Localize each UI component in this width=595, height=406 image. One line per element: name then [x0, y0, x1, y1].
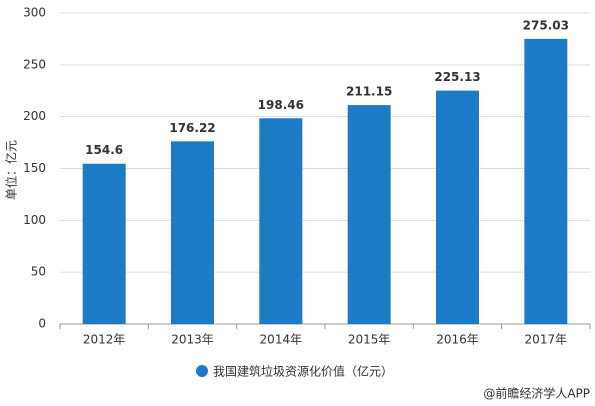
value-label: 198.46: [258, 98, 304, 112]
y-tick-label: 200: [23, 109, 46, 123]
y-axis-label: 单位：亿元: [4, 140, 19, 200]
y-tick-label: 250: [23, 57, 46, 71]
x-tick-label: 2017年: [525, 333, 568, 347]
legend-marker: [196, 365, 208, 377]
value-label: 176.22: [169, 121, 215, 135]
bar: [436, 90, 479, 324]
bar: [524, 38, 568, 325]
y-tick-label: 100: [23, 213, 46, 227]
bar: [82, 163, 126, 324]
x-tick-label: 2014年: [260, 333, 303, 347]
y-tick-label: 50: [31, 265, 46, 279]
x-tick-label: 2013年: [171, 333, 214, 347]
value-label: 225.13: [434, 70, 480, 84]
x-tick-label: 2012年: [83, 333, 126, 347]
legend-label: 我国建筑垃圾资源化价值（亿元）: [213, 364, 393, 379]
y-tick-label: 0: [38, 317, 46, 331]
bar: [347, 105, 391, 324]
value-label: 211.15: [346, 85, 392, 99]
bar: [171, 141, 214, 324]
x-tick-label: 2015年: [348, 333, 391, 347]
value-label: 275.03: [523, 18, 569, 32]
y-tick-label: 150: [23, 161, 46, 175]
x-tick-label: 2016年: [436, 333, 479, 347]
bar: [259, 118, 303, 325]
value-label: 154.6: [85, 143, 123, 157]
source: @前瞻经济学人APP: [483, 386, 590, 401]
y-tick-label: 300: [23, 6, 46, 20]
